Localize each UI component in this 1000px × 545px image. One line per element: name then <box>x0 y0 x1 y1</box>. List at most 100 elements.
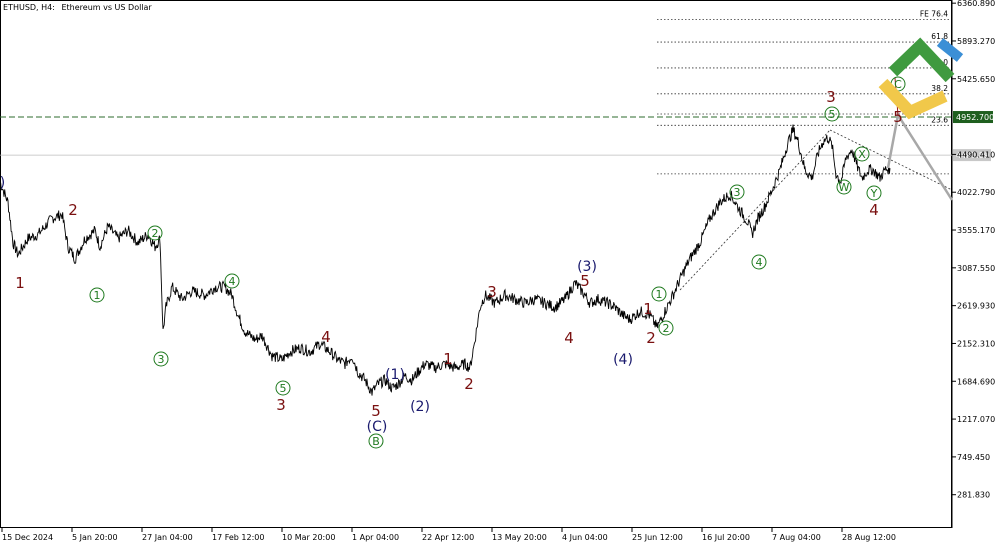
wave-label-green: 4 <box>229 275 236 288</box>
wave-label-red: 2 <box>68 201 78 219</box>
wave-label-circle <box>651 286 667 302</box>
current-price-tag <box>953 149 991 162</box>
wave-label-green: 1 <box>94 289 101 302</box>
wave-label-red: 3 <box>826 88 836 106</box>
time-tick-label: 17 Feb 12:00 <box>212 533 264 542</box>
price-axis-labels: 6360.890 5893.270 5425.650 4490.410 4022.790… <box>952 0 995 500</box>
fib-level-label: 38.2 <box>931 84 948 93</box>
price-tick-label: 2619.930 <box>957 302 995 311</box>
wave-label-red: 5 <box>893 108 903 126</box>
wave-label-red: 1 <box>443 350 453 368</box>
wave-label-red: 2 <box>464 375 474 393</box>
wave-label-red: 1 <box>15 274 25 292</box>
time-tick-label: 27 Jan 04:00 <box>142 533 193 542</box>
wave-label-red: 2 <box>646 329 656 347</box>
wave-label-blue: (2) <box>410 399 430 415</box>
elliott-wave-labels: 3)1212345345(1)(2)(C)B12345(3)(4)1212345… <box>0 76 906 449</box>
time-axis-labels: 15 Dec 2024 5 Jan 20:00 27 Jan 04:00 17 Feb… <box>1 528 896 542</box>
fibonacci-extension-levels: FE 76.461.850.038.223.6 <box>657 9 950 175</box>
plot-frame <box>0 0 952 528</box>
wave-label-circle <box>153 351 169 367</box>
resistance-price-tag <box>953 111 993 124</box>
price-tick-label: 4490.410 <box>957 150 995 159</box>
channel-line <box>679 129 831 291</box>
time-tick-label: 22 Apr 12:00 <box>422 533 474 542</box>
wave-label-circle <box>751 254 767 270</box>
wave-label-green: 3 <box>734 186 741 199</box>
symbol-label: ETHUSD, H4: <box>3 3 55 12</box>
trend-lines <box>679 129 953 291</box>
time-tick-label: 15 Dec 2024 <box>2 533 53 542</box>
wave-label-green: W <box>839 181 850 194</box>
wave-label-circle <box>824 106 840 122</box>
wave-label-green: 5 <box>829 108 836 121</box>
wave-label-green: X <box>858 148 866 161</box>
wave-label-circle <box>275 380 291 396</box>
wave-label-red: 3 <box>276 396 286 414</box>
wave-label-circle <box>866 185 882 201</box>
time-tick-label: 16 Jul 20:00 <box>702 533 750 542</box>
wave-label-green: 5 <box>280 382 287 395</box>
price-tick-label: 281.830 <box>957 491 990 500</box>
price-tick-label: 3087.550 <box>957 264 995 273</box>
wave-label-green: 3 <box>158 353 165 366</box>
forecast-path <box>886 111 954 201</box>
price-tick-label: 749.450 <box>957 453 990 462</box>
fib-level-label: 61.8 <box>931 32 948 41</box>
wave-label-green: 2 <box>663 322 670 335</box>
wave-label-red: 3 <box>487 283 497 301</box>
price-tick-label: 2152.310 <box>957 339 995 348</box>
wave-label-green: B <box>372 435 380 448</box>
price-tick-label: 3555.170 <box>957 226 995 235</box>
wave-label-green: 1 <box>656 288 663 301</box>
time-tick-label: 25 Jun 12:00 <box>632 533 683 542</box>
resistance-price-label: 4952.700 <box>956 113 994 122</box>
wave-label-green: Y <box>870 187 878 200</box>
chart-title: ETHUSD, H4: Ethereum vs US Dollar <box>3 3 152 12</box>
wave-label-circle <box>854 146 870 162</box>
fib-level-label: FE 76.4 <box>920 9 948 18</box>
wave-label-circle <box>836 179 852 195</box>
time-tick-label: 1 Apr 04:00 <box>352 533 399 542</box>
wave-label-red: 5 <box>371 402 381 420</box>
price-tick-label: 1684.690 <box>957 377 995 386</box>
price-tick-label: 5425.650 <box>957 75 995 84</box>
current-price-label: 4481.89 <box>956 151 989 160</box>
wave-label-green: C <box>894 78 902 91</box>
price-tick-label: 6360.890 <box>957 0 995 8</box>
price-tick-label: 1217.070 <box>957 415 995 424</box>
time-tick-label: 5 Jan 20:00 <box>72 533 118 542</box>
time-tick-label: 28 Aug 12:00 <box>842 533 896 542</box>
wave-label-blue: 3) <box>0 175 5 191</box>
channel-line-upper <box>829 129 953 191</box>
wave-label-red: 4 <box>869 201 879 219</box>
wave-label-circle <box>658 320 674 336</box>
wave-label-red: 4 <box>321 328 331 346</box>
wave-label-circle <box>368 433 384 449</box>
wave-label-circle <box>89 287 105 303</box>
resistance-line[interactable]: 4952.700 <box>0 111 994 124</box>
wave-label-blue: (1) <box>385 367 405 383</box>
time-tick-label: 7 Aug 04:00 <box>772 533 821 542</box>
symbol-description: Ethereum vs US Dollar <box>61 3 152 12</box>
wave-label-circle <box>147 225 163 241</box>
fib-level-label: 23.6 <box>931 115 948 124</box>
wave-label-green: 2 <box>152 227 159 240</box>
time-tick-label: 13 May 20:00 <box>492 533 547 542</box>
wave-label-circle <box>729 184 745 200</box>
wave-label-blue: (C) <box>367 419 388 435</box>
brand-logo <box>878 37 964 120</box>
wave-label-blue: (3) <box>577 259 597 275</box>
wave-label-circle <box>224 273 240 289</box>
wave-label-red: 1 <box>643 300 653 318</box>
price-tick-label: 5893.270 <box>957 37 995 46</box>
wave-label-red: 4 <box>564 329 574 347</box>
time-tick-label: 4 Jun 04:00 <box>562 533 608 542</box>
time-tick-label: 10 Mar 20:00 <box>282 533 335 542</box>
wave-label-blue: (4) <box>613 352 633 368</box>
wave-label-red: 5 <box>580 272 590 290</box>
price-tick-label: 4022.790 <box>957 188 995 197</box>
wave-label-green: 4 <box>756 256 763 269</box>
current-price-line: 4481.89 <box>0 149 991 162</box>
